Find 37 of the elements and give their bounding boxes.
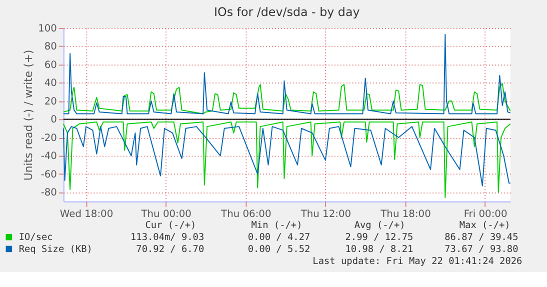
x-tick-label: Thu 06:00 bbox=[220, 208, 272, 220]
text: 86.87 / 39.45 bbox=[444, 232, 518, 244]
text: Min (-/+) bbox=[251, 220, 302, 232]
text: 10.98 / 8.21 bbox=[345, 244, 414, 255]
line-series bbox=[62, 83, 511, 114]
line-series bbox=[62, 122, 511, 198]
text: Last update: Fri May 22 01:41:24 2026 bbox=[312, 256, 523, 267]
chart-title: IOs for /dev/sda - by day bbox=[214, 5, 360, 20]
text: 2.99 / 12.75 bbox=[345, 232, 414, 244]
y-tick-label: 100 bbox=[38, 23, 57, 34]
y-tick-label: 40 bbox=[44, 78, 57, 90]
y-axis-title: Units read (-) / write (+) bbox=[22, 50, 36, 181]
x-tick-label: Wed 18:00 bbox=[60, 208, 114, 220]
y-tick-label: 80 bbox=[44, 42, 57, 53]
text: Cur (-/+) bbox=[145, 220, 196, 232]
text: 73.67 / 93.80 bbox=[444, 244, 519, 255]
y-tick-label: 20 bbox=[44, 96, 57, 108]
x-tick-label: Thu 12:00 bbox=[300, 208, 352, 220]
y-tick-label: -20 bbox=[40, 132, 57, 144]
line-series bbox=[62, 126, 511, 186]
y-tick-label: 0 bbox=[50, 114, 57, 126]
text: Avg (-/+) bbox=[354, 220, 406, 232]
text: Max (-/+) bbox=[459, 220, 510, 232]
x-tick-label: Fri 00:00 bbox=[464, 208, 508, 220]
x-tick-label: Thu 18:00 bbox=[380, 208, 431, 220]
y-tick-label: 60 bbox=[44, 60, 57, 71]
y-tick-label: -60 bbox=[40, 169, 57, 180]
legend-label: IO/sec bbox=[18, 232, 53, 244]
x-tick-label: Thu 00:00 bbox=[140, 208, 192, 220]
legend-label: Req Size (KB) bbox=[18, 244, 92, 255]
line-series bbox=[62, 34, 511, 114]
y-tick-label: -80 bbox=[40, 188, 57, 199]
text: 0.00 / 5.52 bbox=[248, 244, 310, 255]
text: 70.92 / 6.70 bbox=[136, 244, 204, 255]
text: 113.04m/ 9.03 bbox=[130, 232, 204, 244]
text: 0.00 / 4.27 bbox=[248, 232, 310, 244]
y-tick-label: -40 bbox=[40, 151, 57, 162]
